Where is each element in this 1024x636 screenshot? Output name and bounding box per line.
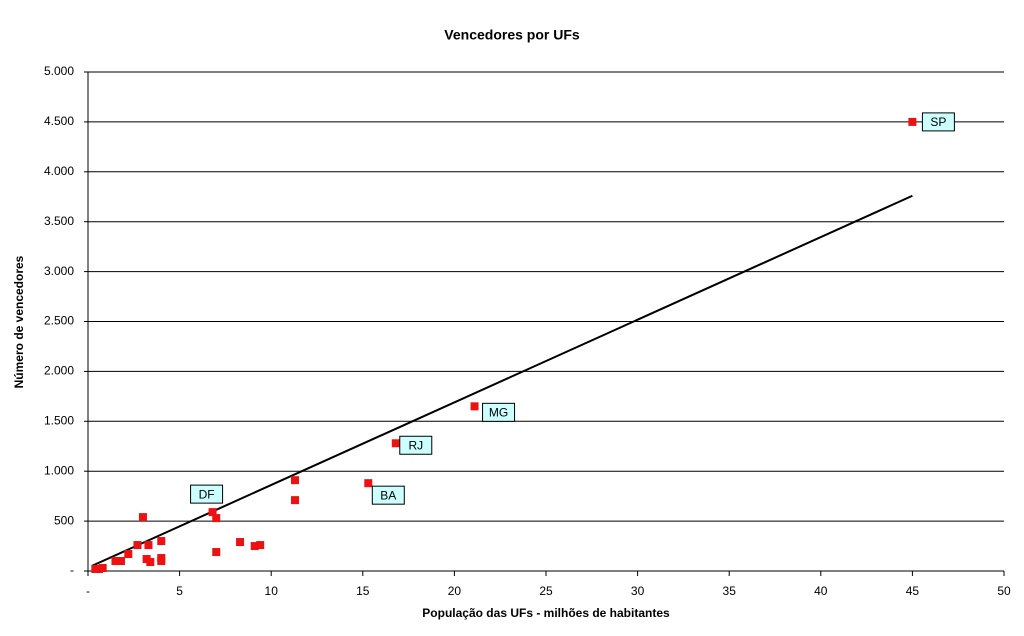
point [291, 496, 300, 505]
x-tick-label: 25 [539, 584, 553, 598]
point [111, 557, 120, 566]
y-axis-title: Número de vencedores [12, 255, 26, 388]
y-tick-label: 2.500 [44, 314, 74, 328]
y-tick-label: 1.500 [44, 413, 74, 427]
point-label: DF [199, 487, 215, 501]
point [470, 402, 479, 411]
point-label: SP [930, 115, 946, 129]
y-tick-label: 5.000 [44, 64, 74, 78]
point [908, 117, 917, 126]
point [256, 541, 265, 550]
x-tick-label: - [86, 584, 90, 598]
y-tick-label: 1.000 [44, 463, 74, 477]
x-tick-label: 15 [356, 584, 370, 598]
chart-title: Vencedores por UFs [444, 27, 580, 43]
y-tick-label: 3.500 [44, 214, 74, 228]
point [236, 538, 245, 547]
label-box [190, 484, 224, 504]
label-box [921, 112, 955, 132]
point [212, 514, 221, 523]
point [146, 558, 155, 567]
point [157, 557, 166, 566]
point [212, 548, 221, 557]
x-tick-label: 45 [906, 584, 920, 598]
trendline [91, 194, 913, 567]
point [291, 476, 300, 485]
point [124, 550, 133, 559]
point-label: RJ [408, 438, 423, 452]
label-box [399, 435, 433, 455]
label-box [371, 485, 405, 505]
point [391, 439, 400, 448]
point [208, 508, 217, 517]
y-tick-label: 2.000 [44, 364, 74, 378]
x-axis-title: População das UFs - milhões de habitante… [422, 606, 670, 620]
x-tick-label: 10 [265, 584, 279, 598]
y-tick-label: 3.000 [44, 264, 74, 278]
point [250, 542, 259, 551]
point-label: MG [489, 406, 508, 420]
point [144, 541, 153, 550]
y-tick-label: 500 [54, 513, 74, 527]
x-tick-label: 5 [176, 584, 183, 598]
point [98, 564, 107, 573]
x-tick-label: 30 [631, 584, 645, 598]
point [157, 537, 166, 546]
y-tick-label: - [70, 563, 74, 577]
x-tick-label: 40 [814, 584, 828, 598]
label-box [482, 402, 516, 422]
x-tick-label: 50 [997, 584, 1011, 598]
x-tick-label: 20 [448, 584, 462, 598]
point [138, 513, 147, 522]
y-tick-label: 4.500 [44, 114, 74, 128]
point [364, 479, 373, 488]
point-label: BA [380, 488, 396, 502]
point [116, 557, 125, 566]
x-tick-label: 35 [723, 584, 737, 598]
y-tick-label: 4.000 [44, 164, 74, 178]
point [133, 541, 142, 550]
